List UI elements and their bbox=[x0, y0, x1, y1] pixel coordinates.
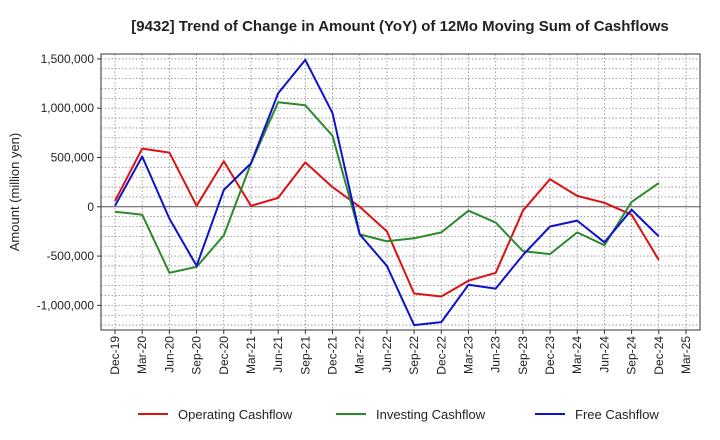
x-tick-label: Mar-23 bbox=[461, 336, 475, 374]
y-tick-label: 500,000 bbox=[51, 151, 95, 165]
x-tick-label: Dec-23 bbox=[543, 336, 557, 375]
y-tick-label: -500,000 bbox=[47, 249, 95, 263]
x-tick-label: Sep-23 bbox=[516, 336, 530, 375]
y-axis-label: Amount (million yen) bbox=[7, 133, 22, 252]
x-tick-label: Sep-20 bbox=[190, 336, 204, 375]
x-tick-label: Jun-23 bbox=[489, 336, 503, 373]
x-axis-ticks: Dec-19 Mar-20 Jun-20 Sep-20 Dec-20 Mar-21 Jun-… bbox=[108, 330, 693, 375]
y-tick-label: -1,000,000 bbox=[37, 298, 95, 312]
x-tick-label: Mar-25 bbox=[679, 336, 693, 374]
x-tick-label: Mar-22 bbox=[353, 336, 367, 374]
legend-label-investing-cashflow: Investing Cashflow bbox=[376, 407, 486, 422]
x-tick-label: Sep-21 bbox=[298, 336, 312, 375]
x-tick-label: Dec-24 bbox=[652, 336, 666, 375]
y-tick-label: 1,500,000 bbox=[41, 52, 95, 66]
x-tick-label: Jun-22 bbox=[380, 336, 394, 373]
x-tick-label: Mar-20 bbox=[135, 336, 149, 374]
plot-frame bbox=[100, 53, 701, 331]
x-tick-label: Dec-22 bbox=[434, 336, 448, 375]
legend-label-operating-cashflow: Operating Cashflow bbox=[178, 407, 293, 422]
y-axis-ticks: 1,500,000 1,000,000 500,000 0 -500,000 -1,000… bbox=[37, 52, 101, 312]
x-tick-label: Jun-21 bbox=[271, 336, 285, 373]
x-tick-label: Mar-21 bbox=[244, 336, 258, 374]
grid-lines bbox=[101, 54, 700, 330]
x-tick-label: Mar-24 bbox=[570, 336, 584, 374]
series-line-operating-cashflow bbox=[114, 147, 660, 298]
y-tick-label: 0 bbox=[87, 200, 94, 214]
x-tick-label: Dec-21 bbox=[326, 336, 340, 375]
series-line-free-cashflow bbox=[114, 58, 660, 327]
legend-label-free-cashflow: Free Cashflow bbox=[575, 407, 659, 422]
x-tick-label: Sep-24 bbox=[625, 336, 639, 375]
x-tick-label: Sep-22 bbox=[407, 336, 421, 375]
x-tick-label: Dec-19 bbox=[108, 336, 122, 375]
series-line-investing-cashflow bbox=[114, 101, 660, 274]
x-tick-label: Jun-20 bbox=[162, 336, 176, 373]
y-tick-label: 1,000,000 bbox=[41, 101, 95, 115]
series-lines bbox=[114, 58, 660, 327]
x-tick-label: Jun-24 bbox=[597, 336, 611, 373]
legend: Operating Cashflow Investing Cashflow Free… bbox=[138, 407, 659, 422]
x-tick-label: Dec-20 bbox=[217, 336, 231, 375]
chart-title: [9432] Trend of Change in Amount (YoY) o… bbox=[131, 18, 669, 35]
